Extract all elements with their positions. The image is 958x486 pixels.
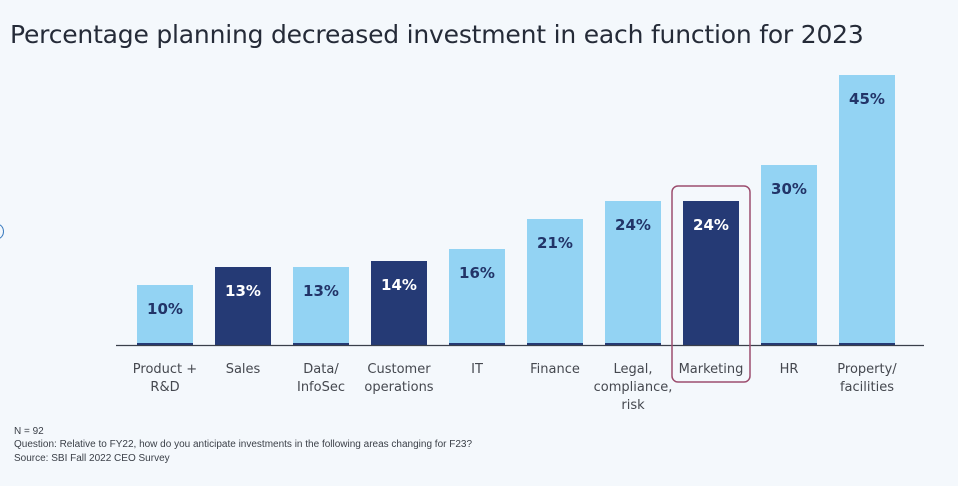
category-label: risk xyxy=(621,398,645,413)
category-label: R&D xyxy=(150,380,179,395)
bar-base-line xyxy=(215,343,271,345)
bar-value-label: 24% xyxy=(615,216,651,234)
bar xyxy=(683,201,739,345)
bar-base-line xyxy=(605,343,661,345)
category-label: Marketing xyxy=(679,362,744,377)
bar-value-label: 21% xyxy=(537,234,573,252)
category-label: operations xyxy=(364,380,433,395)
bar-base-line xyxy=(761,343,817,345)
bar xyxy=(137,285,193,345)
bar-value-label: 16% xyxy=(459,264,495,282)
category-label: InfoSec xyxy=(297,380,345,395)
chart-notes: N = 92 Question: Relative to FY22, how d… xyxy=(14,426,472,466)
category-label: Finance xyxy=(530,362,580,377)
bar xyxy=(839,75,895,345)
bar-value-label: 45% xyxy=(849,90,885,108)
category-label: Product + xyxy=(133,362,197,377)
bar-value-label: 14% xyxy=(381,276,417,294)
bar xyxy=(527,219,583,345)
bar-base-line xyxy=(371,343,427,345)
bar-value-label: 13% xyxy=(303,282,339,300)
category-label: compliance, xyxy=(594,380,673,395)
category-label: Legal, xyxy=(614,362,653,377)
bar-base-line xyxy=(293,343,349,345)
bar-value-label: 13% xyxy=(225,282,261,300)
category-label: Customer xyxy=(367,362,431,377)
bar-value-label: 10% xyxy=(147,300,183,318)
bar-base-line xyxy=(839,343,895,345)
bar-base-line xyxy=(527,343,583,345)
category-label: Property/ xyxy=(837,362,897,377)
category-label: IT xyxy=(471,362,483,377)
bar xyxy=(605,201,661,345)
survey-question: Question: Relative to FY22, how do you a… xyxy=(14,438,473,450)
bar xyxy=(761,165,817,345)
bars-group: 10% 13% 13% 14% 16% 21% 24% 24% 30% 45% xyxy=(137,75,895,345)
category-label: Sales xyxy=(226,362,261,377)
bar xyxy=(215,267,271,345)
source-note: Source: SBI Fall 2022 CEO Survey xyxy=(14,453,170,464)
bar xyxy=(449,249,505,345)
highlight-box xyxy=(671,185,751,383)
bar-value-label: 30% xyxy=(771,180,807,198)
chart-title: Percentage planning decreased investment… xyxy=(10,20,864,49)
sample-size: N = 92 xyxy=(14,426,44,437)
category-label: facilities xyxy=(840,380,894,395)
category-label: Data/ xyxy=(303,362,339,377)
category-labels-group: Product + R&D Sales Data/InfoSec Customer ope… xyxy=(133,362,898,413)
bar-base-line xyxy=(449,343,505,345)
bar-value-label: 24% xyxy=(693,216,729,234)
category-label: HR xyxy=(780,362,799,377)
bar-base-line xyxy=(683,343,739,345)
bar xyxy=(371,261,427,345)
bar xyxy=(293,267,349,345)
bar-base-line xyxy=(137,343,193,345)
